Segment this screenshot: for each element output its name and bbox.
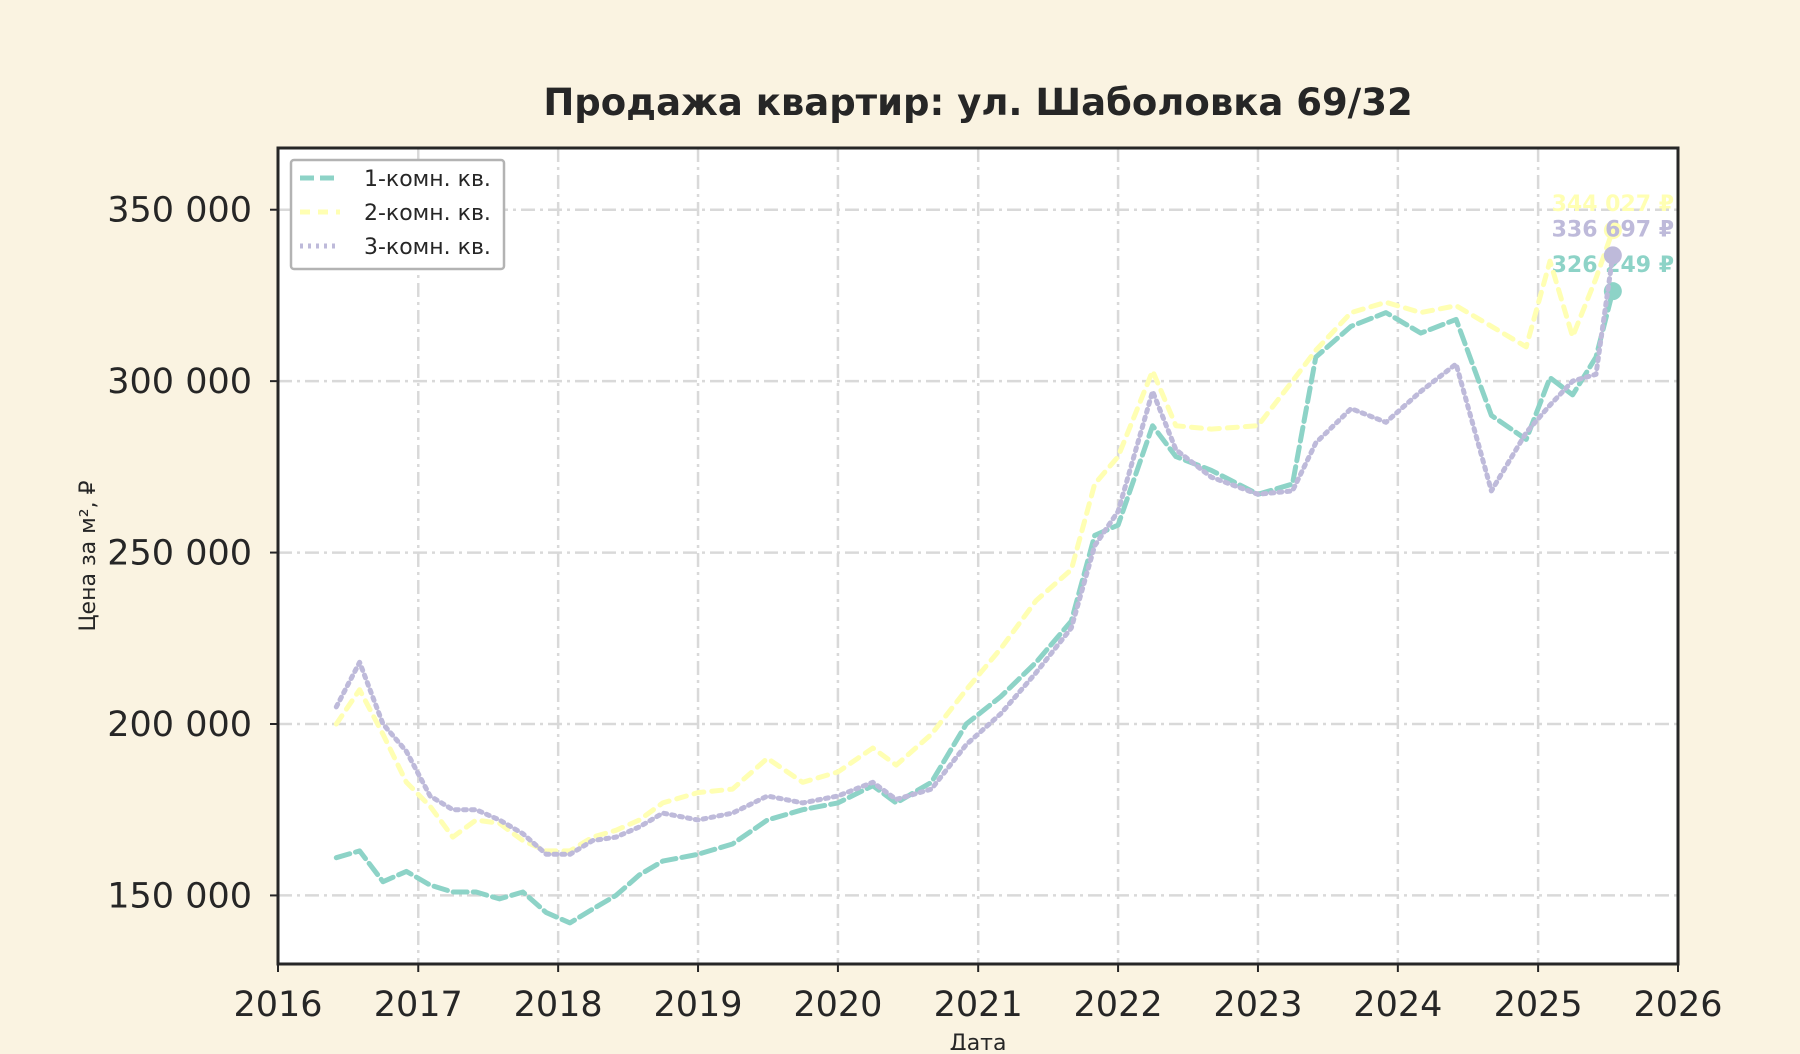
legend: 1-комн. кв. 2-комн. кв. 3-комн. кв. bbox=[289, 158, 506, 271]
x-tick-label: 2021 bbox=[934, 985, 1023, 1025]
x-tick-label: 2018 bbox=[514, 985, 603, 1025]
x-tick-label: 2025 bbox=[1494, 985, 1583, 1025]
x-tick-label: 2017 bbox=[374, 985, 463, 1025]
legend-label-2-room: 2-комн. кв. bbox=[364, 201, 491, 226]
x-axis-label: Дата bbox=[950, 1031, 1007, 1050]
x-tick-label: 2024 bbox=[1353, 985, 1442, 1025]
y-tick-label: 250 000 bbox=[107, 534, 252, 574]
y-tick-label: 350 000 bbox=[107, 191, 252, 231]
series-layer: 326 249 ₽344 027 ₽336 697 ₽ bbox=[333, 192, 1674, 926]
x-tick-label: 2023 bbox=[1213, 985, 1302, 1025]
y-tick-label: 150 000 bbox=[107, 876, 252, 916]
y-axis: 150 000 200 000 250 000 300 000 350 000 bbox=[107, 191, 278, 916]
series-end-label-2-room: 344 027 ₽ bbox=[1552, 192, 1674, 217]
legend-box bbox=[289, 158, 506, 271]
legend-label-1-room: 1-комн. кв. bbox=[364, 167, 491, 192]
chart-title: Продажа квартир: ул. Шаболовка 69/32 bbox=[543, 81, 1412, 124]
y-tick-label: 200 000 bbox=[107, 705, 252, 745]
series-line-3-room bbox=[333, 252, 1616, 857]
series-endpoint-3-room bbox=[1603, 246, 1622, 265]
x-tick-label: 2019 bbox=[653, 985, 742, 1025]
x-tick-label: 2022 bbox=[1074, 985, 1163, 1025]
series-line-1-room bbox=[333, 288, 1616, 926]
legend-label-3-room: 3-комн. кв. bbox=[364, 235, 491, 260]
series-line-2-room bbox=[333, 227, 1616, 854]
x-tick-label: 2016 bbox=[233, 985, 322, 1025]
y-tick-label: 300 000 bbox=[107, 362, 252, 402]
x-axis: 2016 2017 2018 2019 2020 2021 2022 2023 2024 2025… bbox=[233, 964, 1723, 1025]
x-tick-label: 2026 bbox=[1633, 985, 1722, 1025]
series-end-label-3-room: 336 697 ₽ bbox=[1552, 217, 1674, 242]
x-tick-label: 2020 bbox=[793, 985, 882, 1025]
series-endpoint-2-room bbox=[1603, 221, 1622, 240]
y-axis-label: Цена за м², ₽ bbox=[76, 480, 101, 631]
